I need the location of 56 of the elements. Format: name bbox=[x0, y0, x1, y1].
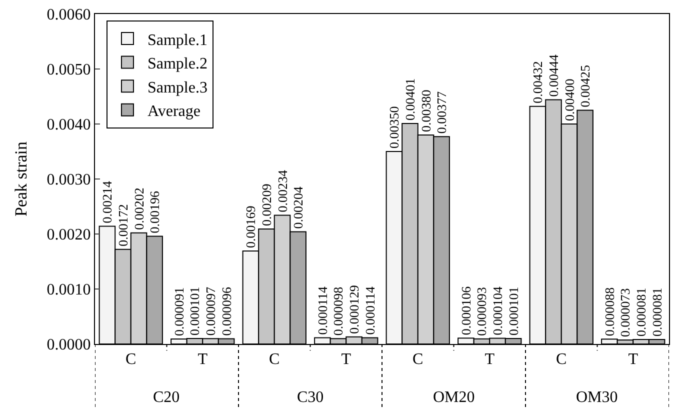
data-label: 0.000114 bbox=[314, 286, 330, 335]
data-label: 0.000101 bbox=[506, 286, 521, 336]
data-label: 0.00169 bbox=[243, 206, 258, 248]
y-tick-label: 0.0050 bbox=[46, 62, 91, 79]
legend-label: Sample.2 bbox=[147, 56, 208, 73]
text: OM30 bbox=[576, 389, 618, 406]
x-tick-label: C bbox=[269, 351, 280, 368]
data-label: 0.000129 bbox=[346, 285, 362, 334]
x-tick-label: T bbox=[628, 351, 638, 368]
y-tick-label: 0.0020 bbox=[46, 226, 91, 244]
data-label: 0.000081 bbox=[649, 288, 664, 337]
y-tick-label: 0.0000 bbox=[46, 336, 91, 354]
data-label: 0.00432 bbox=[530, 61, 546, 104]
data-label: 0.000106 bbox=[458, 286, 474, 336]
data-label: 0.00196 bbox=[147, 190, 162, 234]
data-label: 0.000097 bbox=[203, 286, 218, 336]
data-label: 0.00209 bbox=[258, 184, 274, 226]
data-label: 0.000101 bbox=[187, 286, 202, 336]
data-label: 0.00377 bbox=[434, 90, 450, 134]
x-tick-label: C bbox=[556, 351, 567, 368]
y-tick-label: 0.0040 bbox=[46, 116, 91, 134]
data-label: 0.00401 bbox=[402, 78, 418, 120]
text: OM20 bbox=[433, 389, 475, 406]
text: C20 bbox=[153, 389, 180, 406]
data-label: 0.000096 bbox=[218, 286, 234, 336]
y-axis-title: Peak strain bbox=[11, 140, 30, 217]
data-label: 0.00444 bbox=[546, 54, 561, 97]
data-label: 0.000081 bbox=[634, 288, 649, 337]
data-label: 0.000098 bbox=[330, 286, 346, 336]
y-tick-label: 0.0060 bbox=[46, 6, 91, 24]
data-label: 0.00350 bbox=[386, 106, 402, 148]
data-label: 0.00204 bbox=[290, 186, 306, 229]
data-label: 0.000073 bbox=[618, 288, 633, 337]
data-label: 0.000093 bbox=[474, 287, 490, 336]
data-label: 0.000091 bbox=[171, 287, 186, 336]
data-label: 0.000114 bbox=[362, 286, 378, 335]
x-tick-label: T bbox=[198, 351, 208, 368]
data-label: 0.00202 bbox=[131, 188, 146, 230]
x-tick-label: C bbox=[126, 351, 136, 368]
legend-label: Average bbox=[147, 103, 200, 120]
data-label: 0.00172 bbox=[115, 204, 130, 246]
y-tick-label: 0.0010 bbox=[46, 282, 91, 299]
data-label: 0.00380 bbox=[418, 90, 434, 132]
data-label: 0.00214 bbox=[100, 180, 115, 224]
text: C30 bbox=[297, 389, 324, 406]
x-tick-label: C bbox=[412, 351, 424, 368]
data-label: 0.00425 bbox=[578, 65, 593, 108]
data-label: 0.00400 bbox=[562, 78, 577, 121]
legend-label: Sample.3 bbox=[147, 79, 208, 96]
data-label: 0.000104 bbox=[490, 286, 506, 336]
x-tick-label: T bbox=[484, 351, 495, 368]
x-tick-label: T bbox=[341, 351, 352, 368]
data-label: 0.000088 bbox=[602, 287, 617, 336]
legend-label: Sample.1 bbox=[147, 32, 208, 49]
data-label: 0.00234 bbox=[274, 170, 290, 212]
y-tick-label: 0.0030 bbox=[46, 172, 91, 189]
